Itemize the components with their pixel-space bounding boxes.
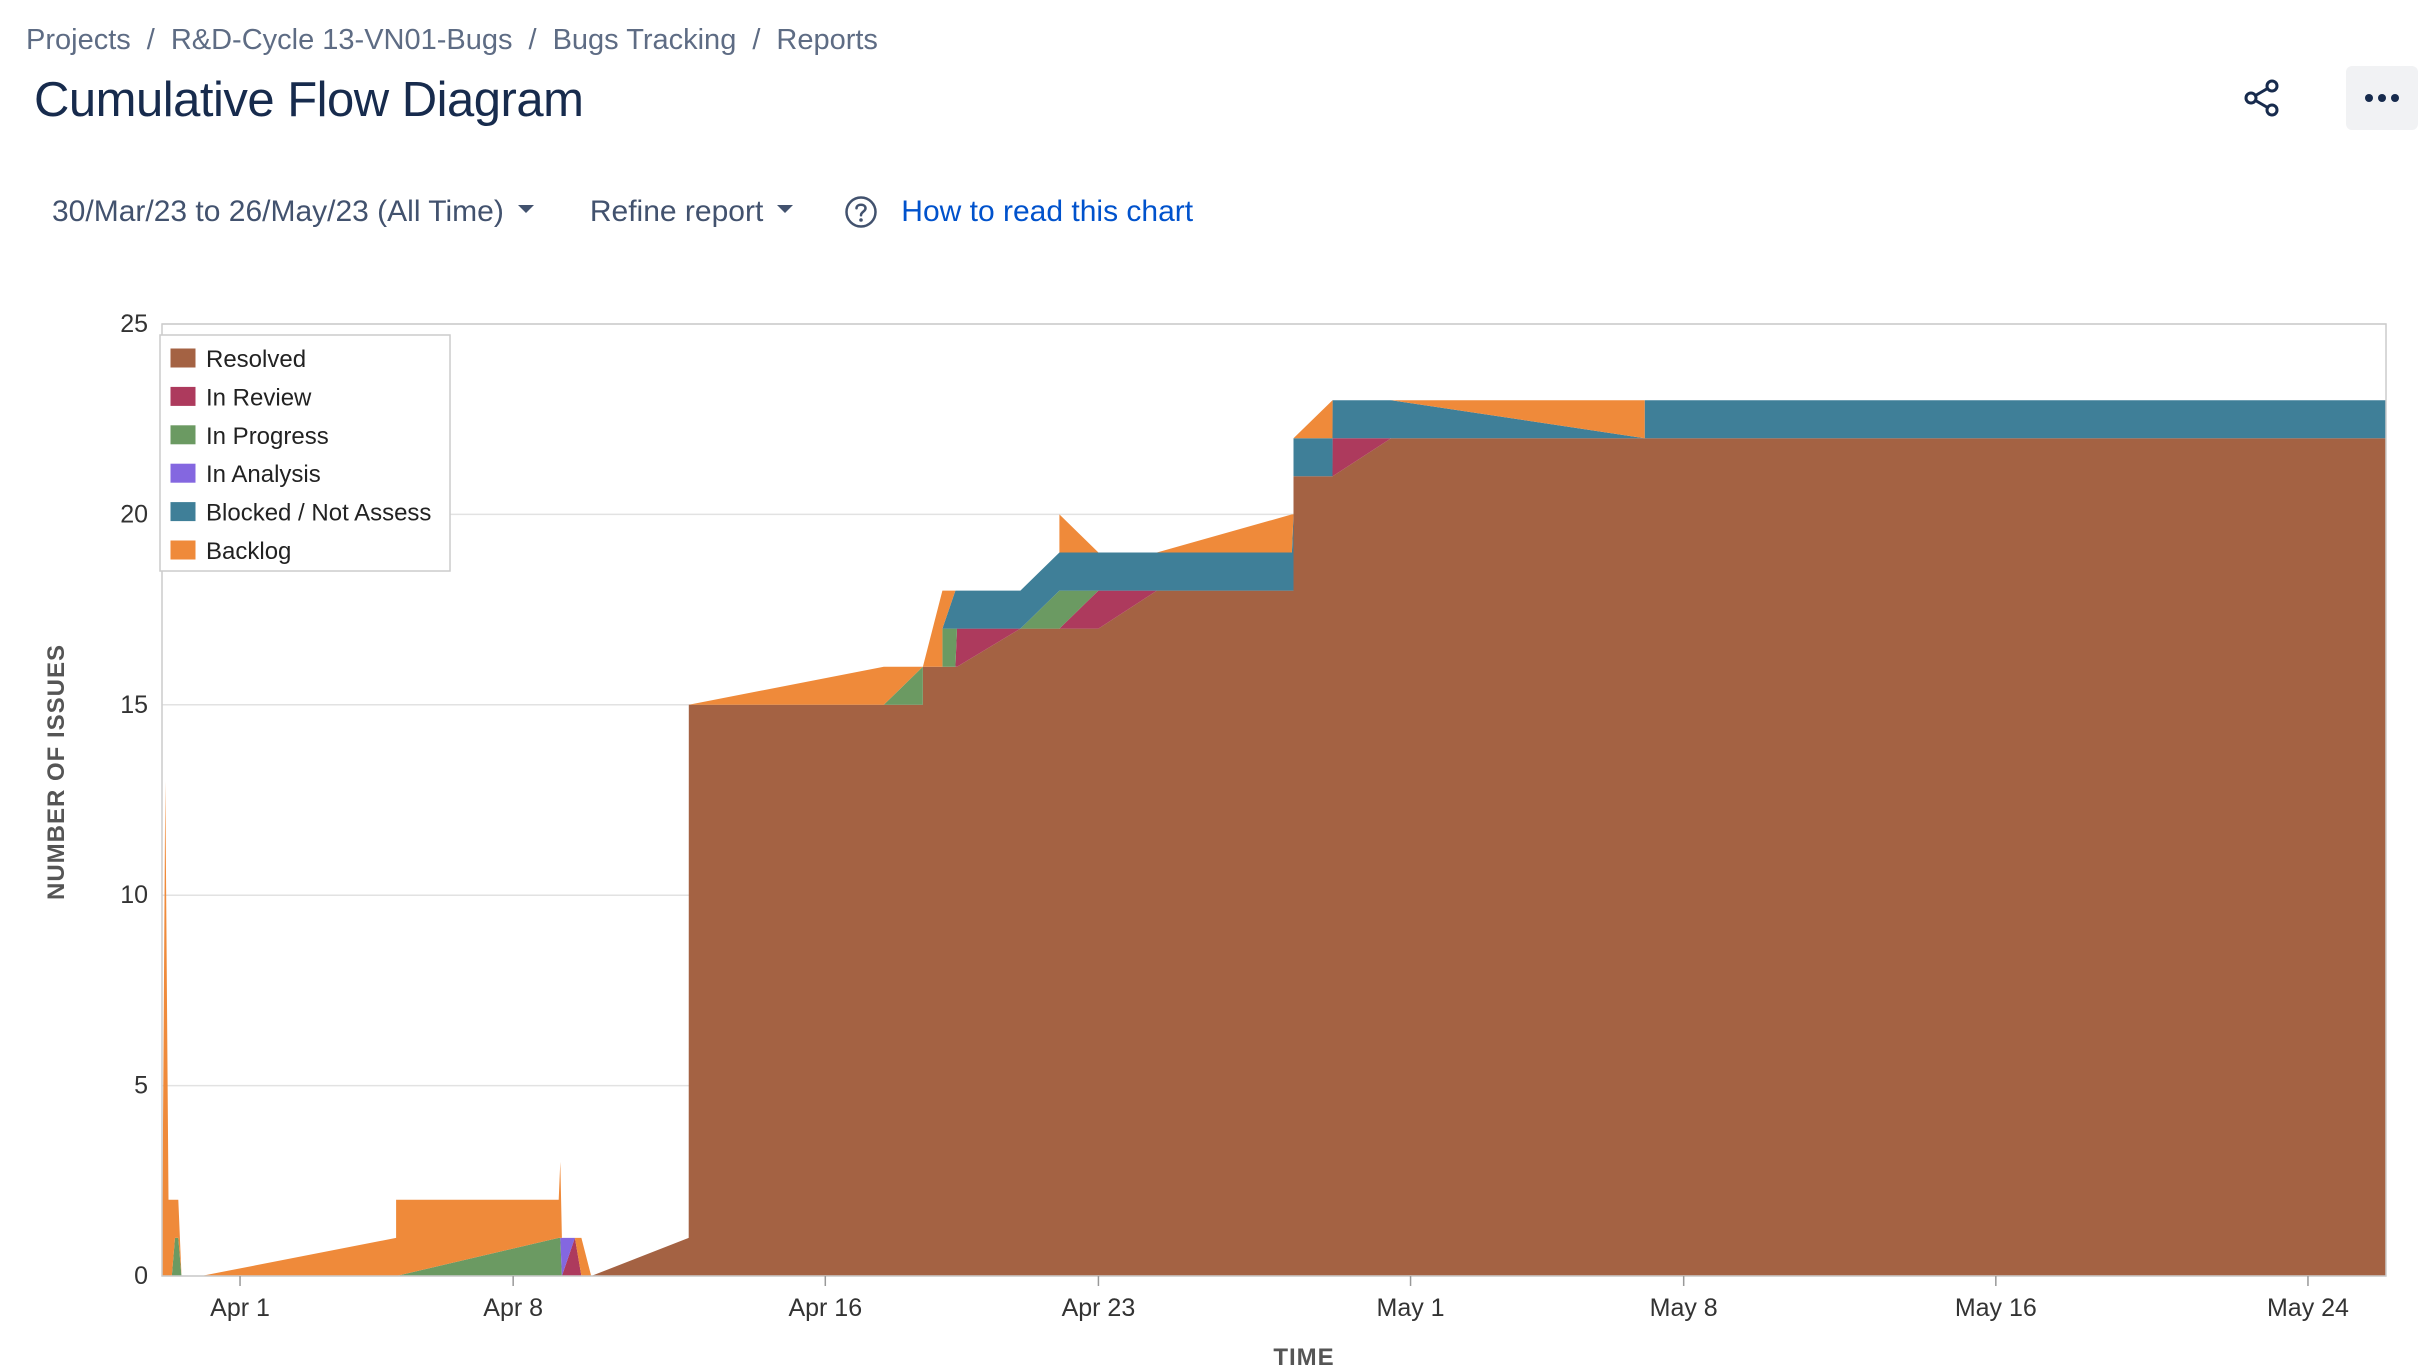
legend-label: In Analysis [206, 461, 321, 488]
refine-report-label: Refine report [589, 195, 764, 228]
more-icon [2365, 94, 2399, 102]
x-tick-label: May 1 [1377, 1294, 1445, 1322]
x-tick-label: Apr 8 [483, 1294, 543, 1322]
legend-swatch [169, 424, 197, 446]
x-tick-label: Apr 1 [210, 1294, 270, 1322]
breadcrumb: Projects / R&D-Cycle 13-VN01-Bugs / Bugs Tra… [26, 24, 878, 57]
legend-swatch [169, 539, 197, 561]
x-tick-label: May 24 [2267, 1294, 2349, 1322]
breadcrumb-board[interactable]: Bugs Tracking [552, 24, 737, 56]
breadcrumb-separator: / [146, 24, 155, 56]
legend-label: Resolved [206, 346, 306, 373]
x-tick-label: Apr 23 [1062, 1294, 1136, 1322]
y-axis-title: NUMBER OF ISSUES [43, 644, 70, 900]
chevron-down-icon [777, 205, 794, 213]
y-tick-label: 25 [120, 310, 148, 338]
legend-swatch [169, 501, 197, 523]
y-tick-label: 0 [134, 1262, 148, 1290]
x-axis-title: TIME [1273, 1344, 1334, 1371]
y-tick-label: 20 [120, 500, 148, 528]
share-button[interactable] [2236, 72, 2288, 124]
help-icon[interactable] [843, 194, 879, 230]
refine-report-dropdown[interactable]: Refine report [589, 195, 794, 229]
legend-box [159, 334, 451, 572]
chevron-down-icon [517, 205, 534, 213]
breadcrumb-project-name[interactable]: R&D-Cycle 13-VN01-Bugs [170, 24, 513, 56]
x-tick-label: May 16 [1955, 1294, 2037, 1322]
y-tick-label: 10 [120, 881, 148, 909]
x-tick-label: May 8 [1650, 1294, 1718, 1322]
y-tick-label: 5 [134, 1072, 148, 1100]
legend-label: In Progress [206, 423, 329, 450]
series-area-resolved [162, 438, 2386, 1276]
legend-swatch [169, 347, 197, 369]
legend-swatch [169, 385, 197, 407]
breadcrumb-separator: / [752, 24, 761, 56]
y-tick-label: 15 [120, 691, 148, 719]
date-range-label: 30/Mar/23 to 26/May/23 (All Time) [52, 195, 504, 228]
how-to-read-chart-link[interactable]: How to read this chart [901, 195, 1194, 228]
breadcrumb-separator: / [528, 24, 537, 56]
more-actions-button[interactable] [2346, 66, 2418, 130]
report-toolbar: 30/Mar/23 to 26/May/23 (All Time) Refine… [52, 190, 1193, 234]
legend-label: In Review [206, 384, 312, 411]
series-area-blocked-not-assess [162, 400, 2386, 1276]
date-range-dropdown[interactable]: 30/Mar/23 to 26/May/23 (All Time) [52, 195, 534, 229]
breadcrumb-projects[interactable]: Projects [26, 24, 131, 56]
x-tick-label: Apr 16 [788, 1294, 862, 1322]
breadcrumb-reports[interactable]: Reports [776, 24, 878, 56]
chart-legend: Resolved In Review In Progress In Analysis B… [159, 334, 451, 572]
legend-label: Backlog [206, 538, 291, 565]
share-icon [2244, 79, 2279, 117]
legend-swatch [169, 462, 197, 484]
plot-frame [161, 323, 2387, 1277]
legend-label: Blocked / Not Assess [206, 500, 431, 527]
page-title: Cumulative Flow Diagram [34, 73, 584, 127]
